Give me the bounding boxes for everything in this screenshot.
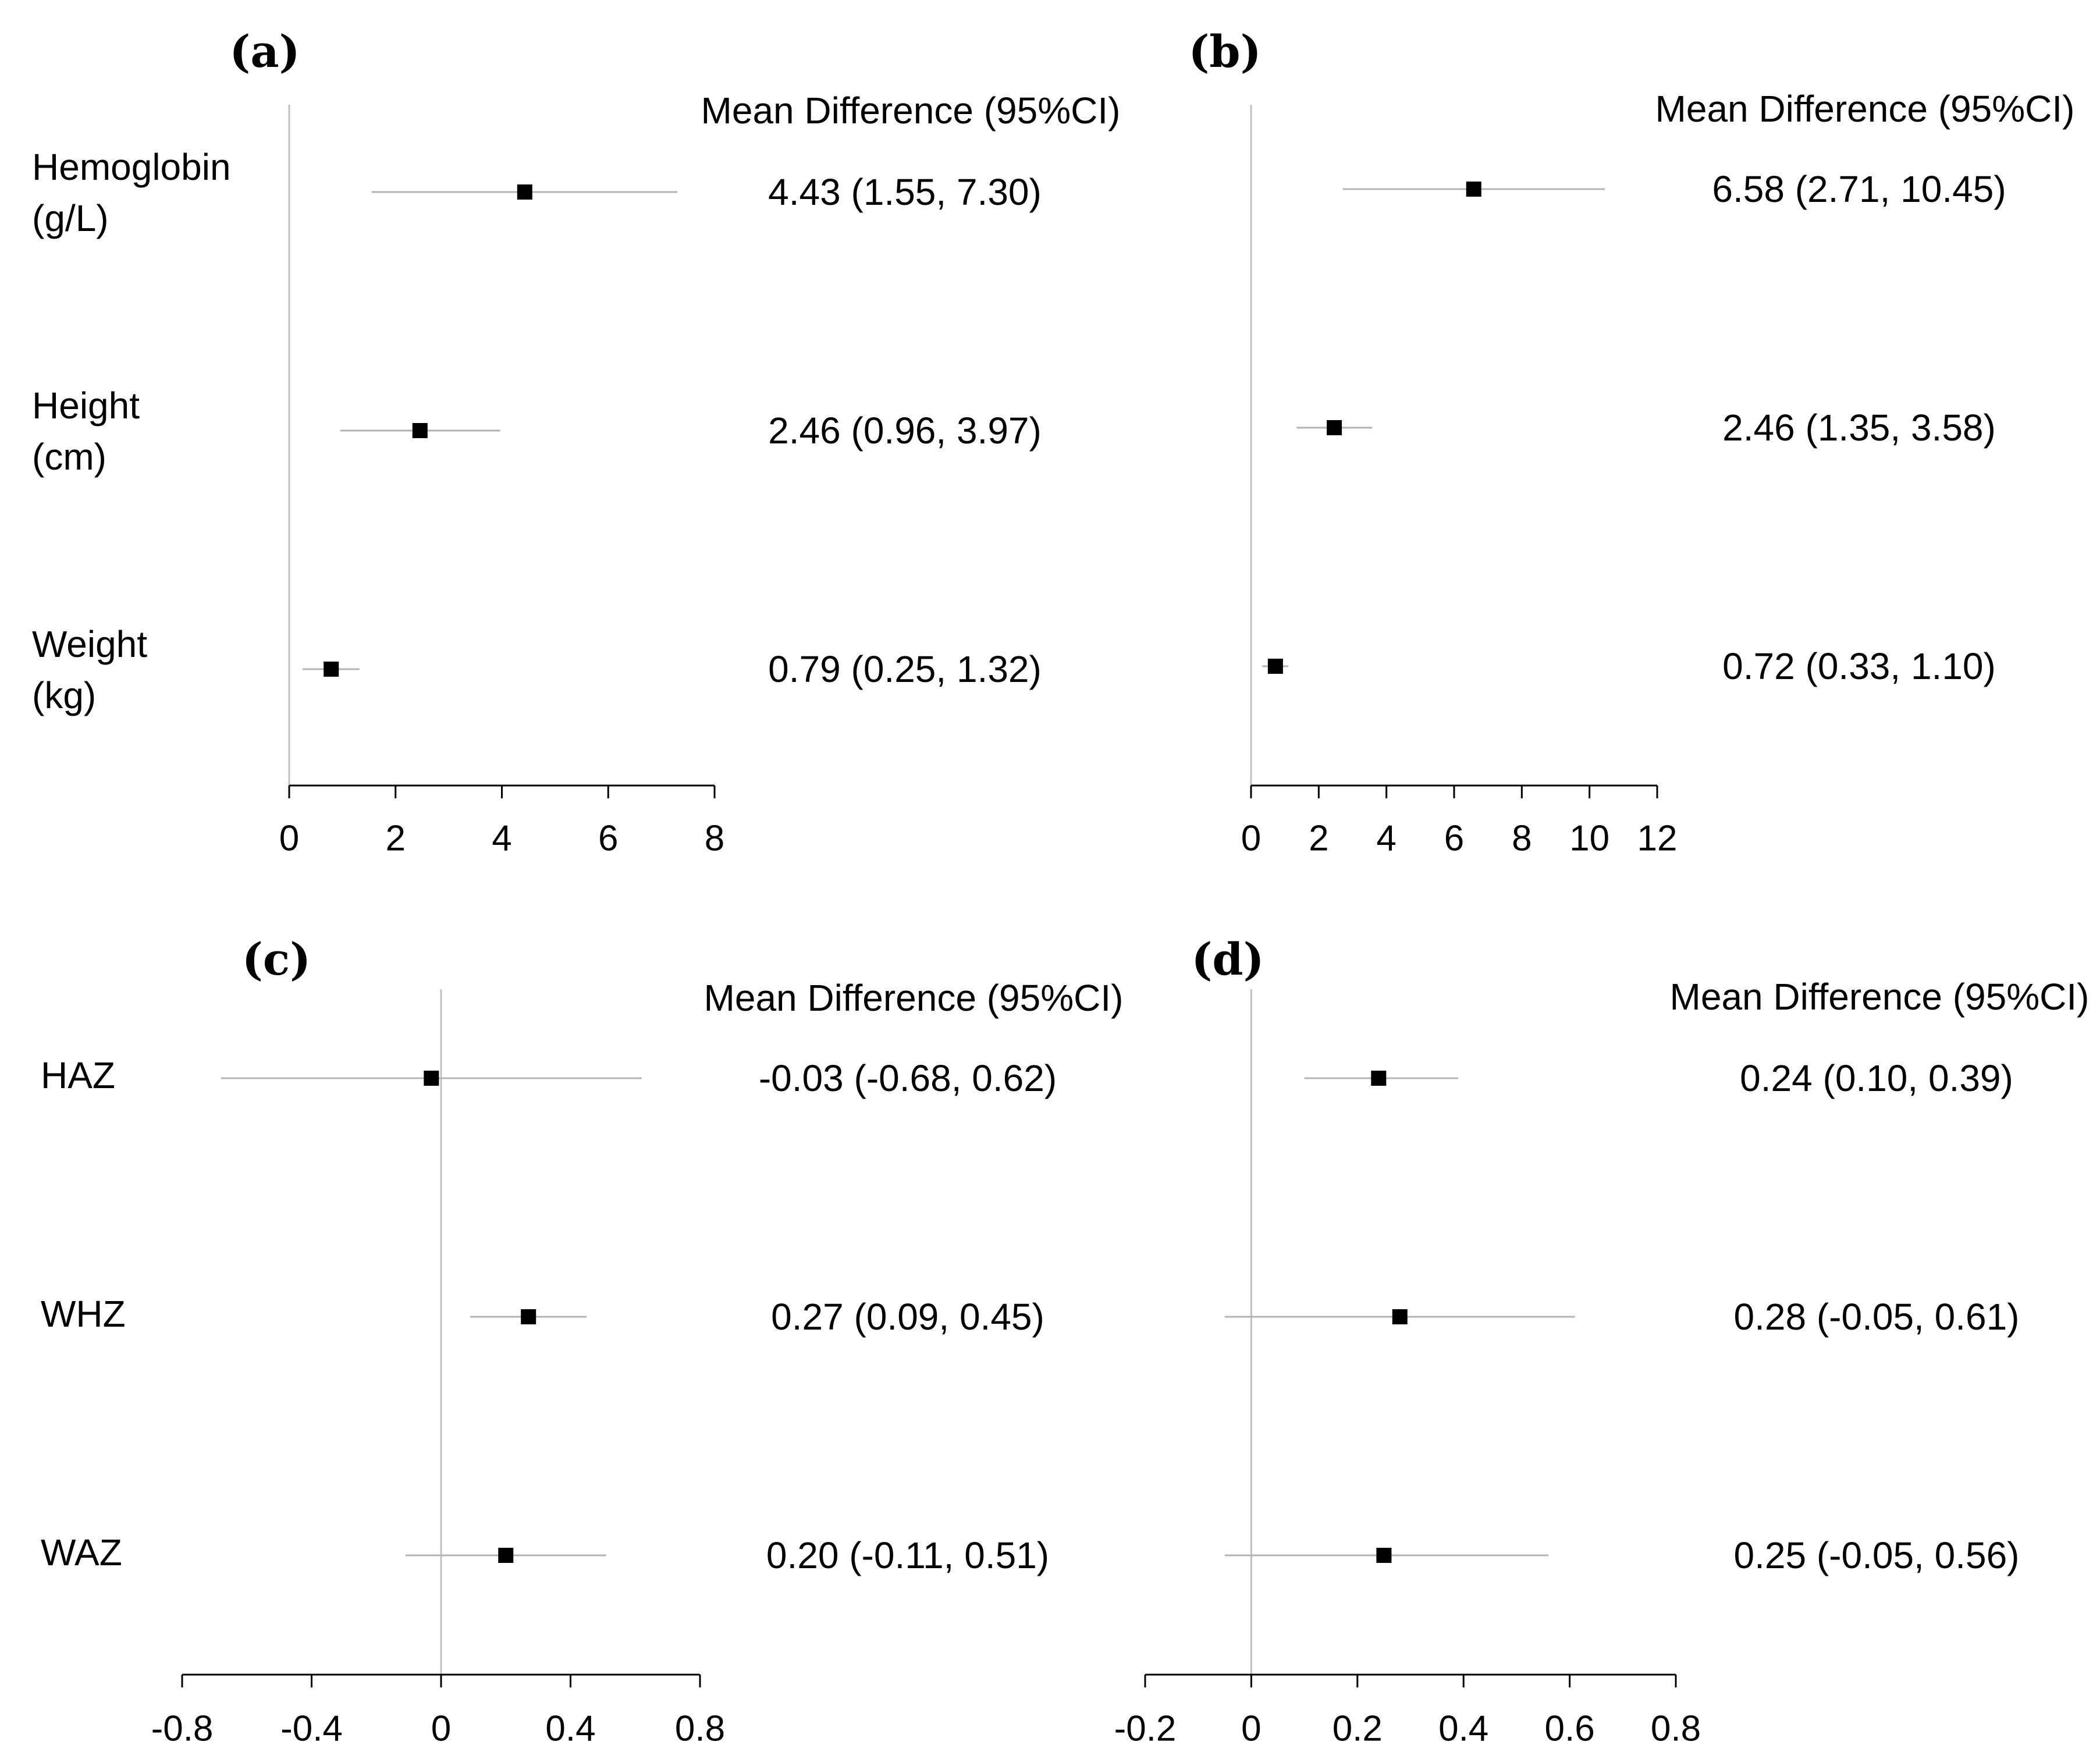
- x-tick-label: 0: [279, 818, 299, 858]
- estimate-value-text: 0.25 (-0.05, 0.56): [1734, 1534, 2020, 1576]
- column-header: Mean Difference (95%CI): [1670, 976, 2090, 1018]
- row-label: Hemoglobin: [32, 146, 231, 188]
- x-tick-label: 2: [1309, 818, 1328, 858]
- point-estimate-marker: [1371, 1071, 1387, 1086]
- estimate-value-text: 4.43 (1.55, 7.30): [768, 171, 1042, 213]
- x-tick-label: 2: [386, 818, 406, 858]
- forest-panel: (b) Mean Difference (95%CI) 0 2 4 6 8 10 12 6.58 …: [1188, 26, 2074, 858]
- x-tick-label: 0.4: [545, 1708, 595, 1749]
- point-estimate-marker: [1466, 182, 1481, 197]
- x-tick-label: 0.2: [1333, 1708, 1383, 1749]
- row-label: WAZ: [41, 1531, 122, 1573]
- estimate-value-text: 0.72 (0.33, 1.10): [1722, 645, 1996, 687]
- x-tick-label: 0: [431, 1708, 451, 1749]
- column-header: Mean Difference (95%CI): [704, 977, 1124, 1019]
- row-label: Weight: [32, 623, 147, 665]
- forest-panel: (a) Mean Difference (95%CI) 0 2 4 6 8 Hemoglobi…: [32, 26, 1120, 858]
- point-estimate-marker: [424, 1071, 439, 1086]
- estimate-value-text: 2.46 (0.96, 3.97): [768, 410, 1042, 452]
- x-tick-label: 0.8: [1651, 1708, 1701, 1749]
- x-tick-label: -0.8: [151, 1708, 214, 1749]
- estimate-value-text: 0.79 (0.25, 1.32): [768, 648, 1042, 690]
- estimate-value-text: -0.03 (-0.68, 0.62): [759, 1057, 1057, 1099]
- row-label: HAZ: [41, 1054, 115, 1096]
- point-estimate-marker: [1376, 1548, 1392, 1563]
- forest-panel: (c) Mean Difference (95%CI) -0.8 -0.4 0 0.4 0.…: [41, 933, 1123, 1749]
- column-header: Mean Difference (95%CI): [1655, 88, 2075, 130]
- x-tick-label: 6: [598, 818, 618, 858]
- estimate-value-text: 0.27 (0.09, 0.45): [771, 1296, 1044, 1338]
- x-tick-label: 0: [1241, 818, 1261, 858]
- point-estimate-marker: [324, 662, 339, 677]
- x-tick-label: 8: [705, 818, 724, 858]
- estimate-value-text: 2.46 (1.35, 3.58): [1722, 407, 1996, 449]
- x-tick-label: 4: [492, 818, 511, 858]
- point-estimate-marker: [412, 423, 428, 438]
- point-estimate-marker: [521, 1309, 536, 1324]
- estimate-value-text: 6.58 (2.71, 10.45): [1712, 168, 2006, 210]
- row-label: (cm): [32, 436, 106, 478]
- x-tick-label: 0.4: [1438, 1708, 1488, 1749]
- x-tick-label: 0.6: [1544, 1708, 1594, 1749]
- x-tick-label: -0.4: [280, 1708, 343, 1749]
- x-tick-label: 0: [1241, 1708, 1261, 1749]
- point-estimate-marker: [1267, 659, 1283, 674]
- row-label: (kg): [32, 674, 96, 716]
- panel-label: (b): [1188, 26, 1261, 77]
- row-label: (g/L): [32, 197, 109, 239]
- panel-label: (d): [1191, 933, 1264, 985]
- x-tick-label: 10: [1569, 818, 1609, 858]
- x-tick-label: 6: [1444, 818, 1464, 858]
- point-estimate-marker: [1327, 420, 1342, 435]
- x-tick-label: 8: [1512, 818, 1532, 858]
- point-estimate-marker: [498, 1548, 514, 1563]
- point-estimate-marker: [517, 184, 532, 200]
- column-header: Mean Difference (95%CI): [701, 90, 1121, 132]
- estimate-value-text: 0.20 (-0.11, 0.51): [766, 1534, 1049, 1576]
- x-tick-label: -0.2: [1114, 1708, 1177, 1749]
- estimate-value-text: 0.24 (0.10, 0.39): [1740, 1057, 2013, 1099]
- estimate-value-text: 0.28 (-0.05, 0.61): [1734, 1296, 2020, 1338]
- forest-panel: (d) Mean Difference (95%CI) -0.2 0 0.2 0.4 0.6…: [1114, 933, 2090, 1749]
- panel-label: (a): [229, 26, 300, 77]
- row-label: Height: [32, 385, 140, 427]
- x-tick-label: 4: [1376, 818, 1396, 858]
- x-tick-label: 0.8: [675, 1708, 725, 1749]
- panel-label: (c): [242, 933, 311, 985]
- point-estimate-marker: [1392, 1309, 1408, 1324]
- row-label: WHZ: [41, 1293, 126, 1335]
- x-tick-label: 12: [1637, 818, 1678, 858]
